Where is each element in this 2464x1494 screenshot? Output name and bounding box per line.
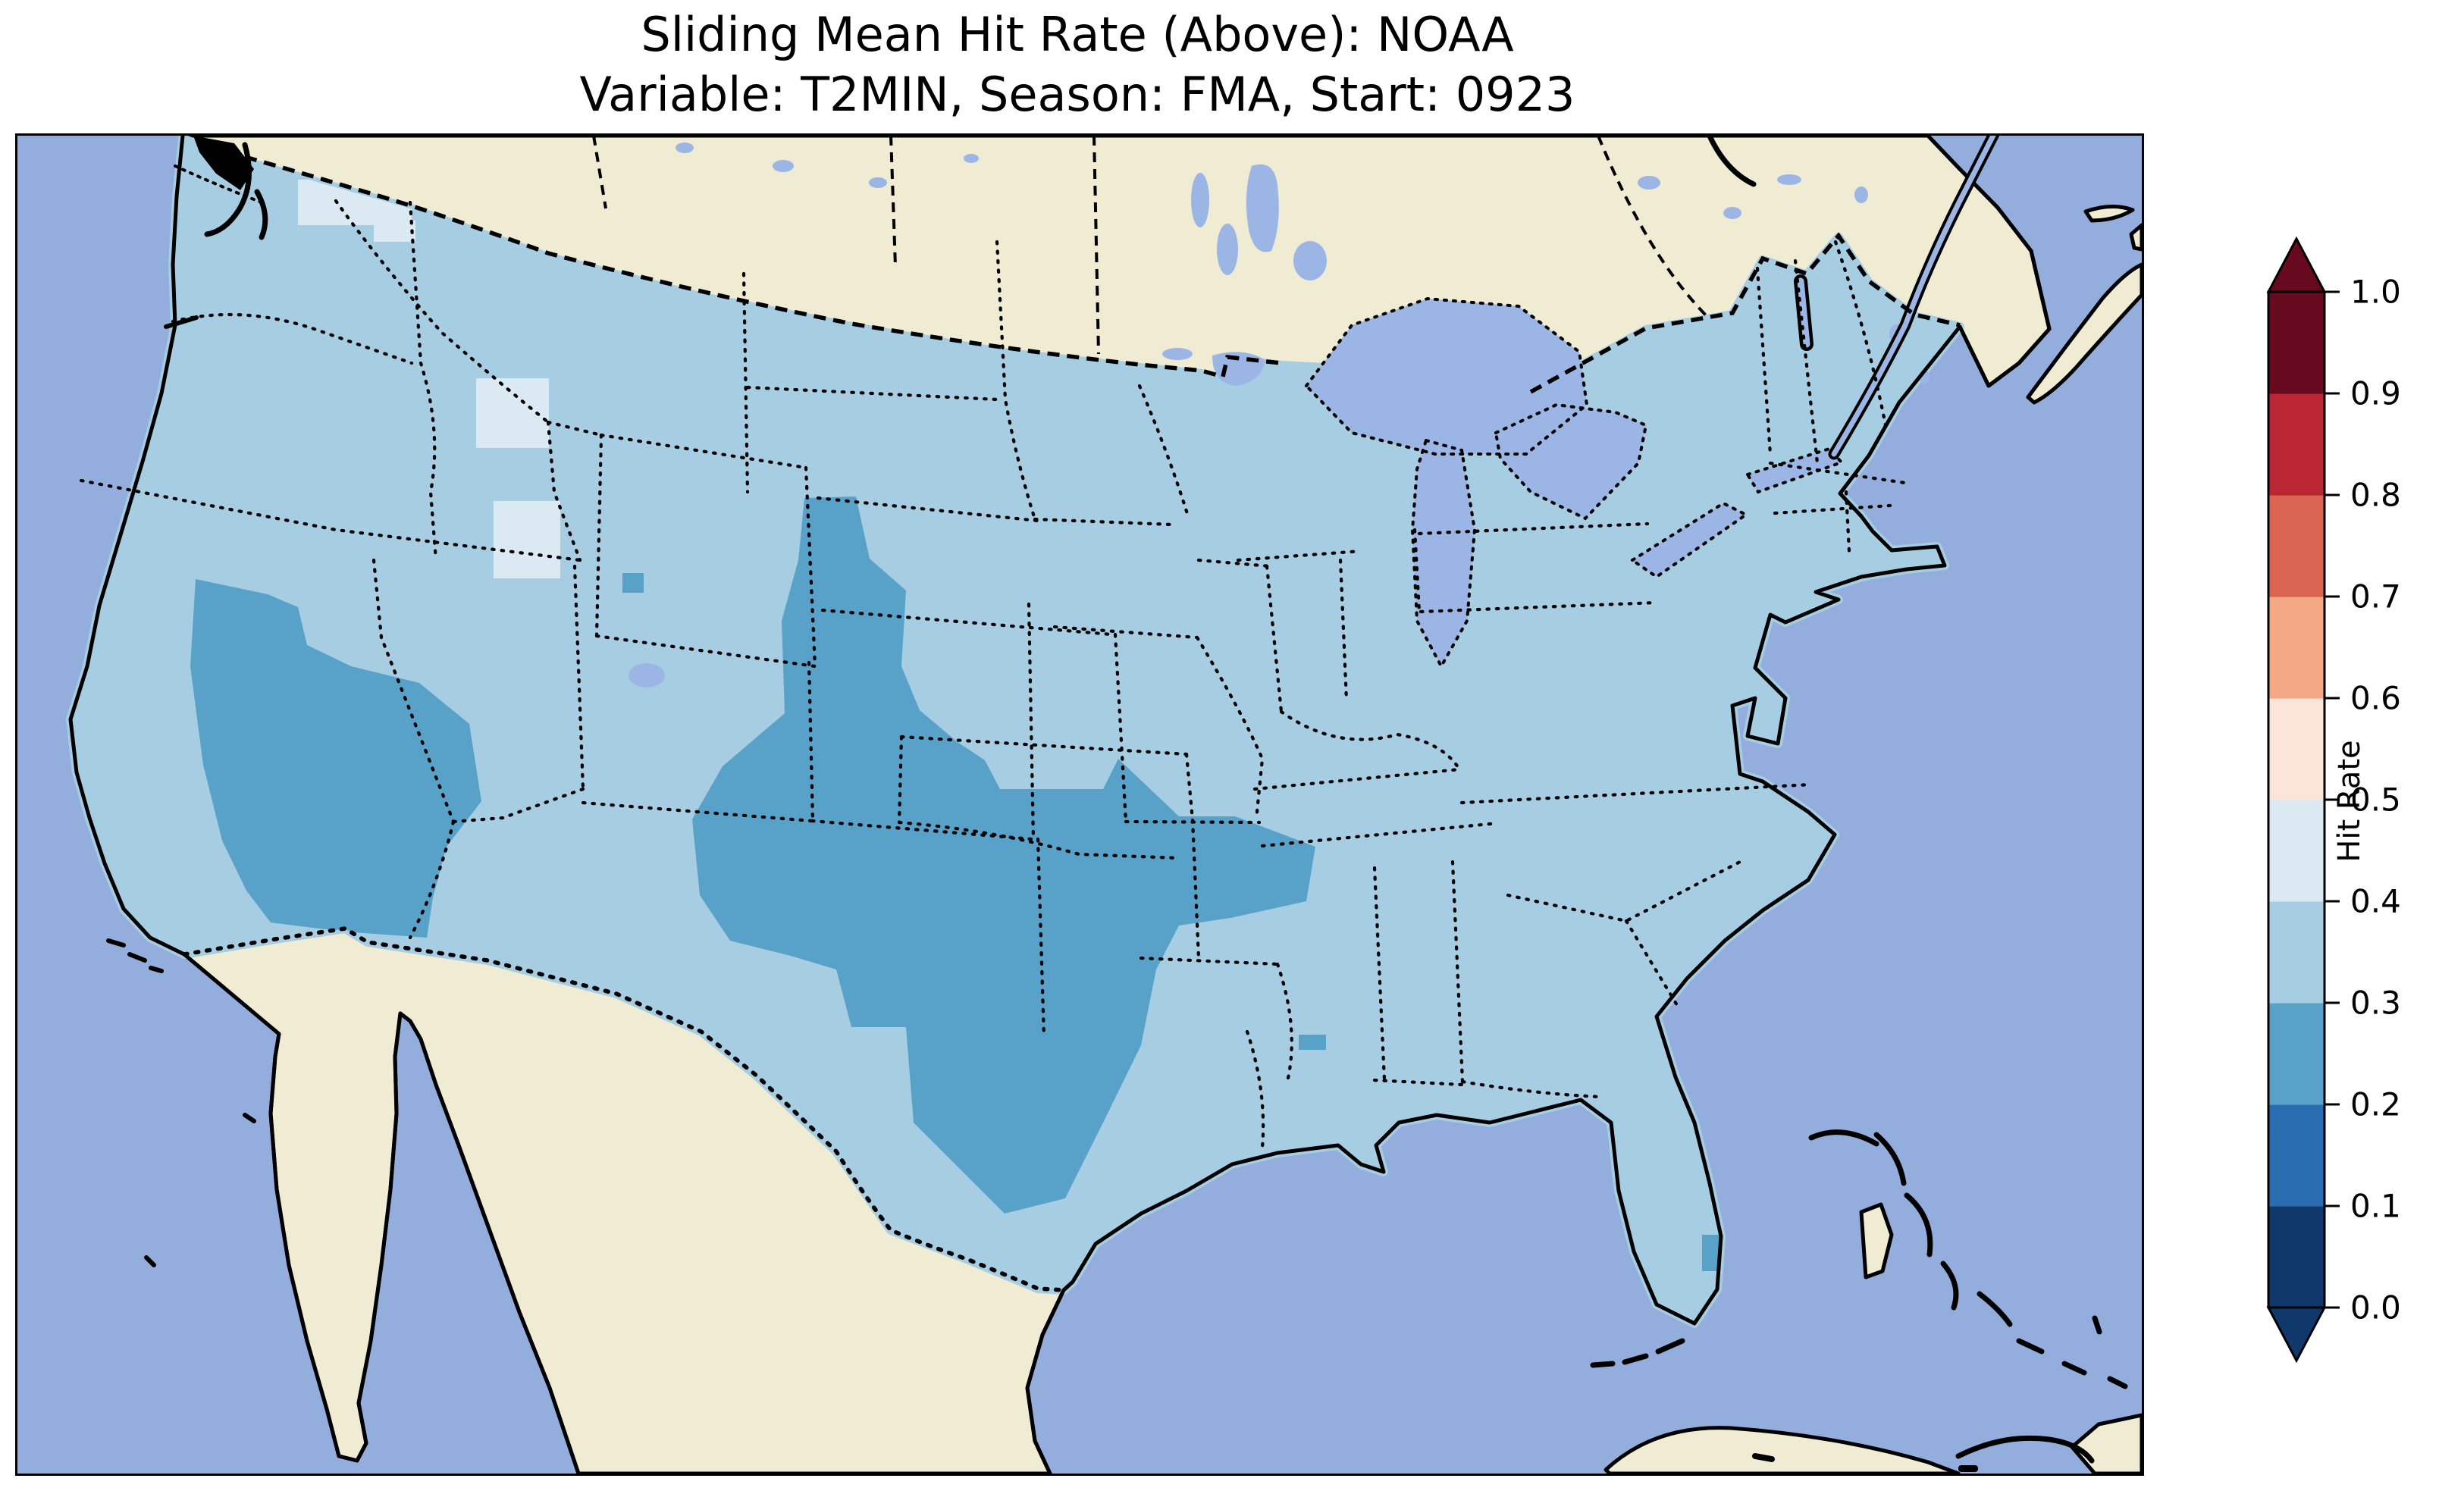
blob-mississippi-cell	[1299, 1035, 1326, 1050]
colorbar-tick-label-0.3: 0.3	[2350, 985, 2401, 1022]
quebec-lake-1	[1638, 176, 1660, 189]
plot-title: Sliding Mean Hit Rate (Above): NOAA Vari…	[15, 5, 2140, 125]
andros-island	[1859, 1202, 1894, 1279]
rainy-lake	[1162, 348, 1193, 360]
cape-breton-island	[2129, 223, 2142, 252]
colorbar-over-arrow	[2266, 236, 2327, 293]
bahamas-eleuthera	[1904, 1192, 1933, 1258]
colorbar-tick-label-0.6: 0.6	[2350, 680, 2401, 717]
lake-manitoba	[1217, 224, 1238, 275]
prince-edward-island	[2083, 204, 2135, 223]
ottawa-river	[1707, 136, 1757, 187]
colorbar-axis-label: Hit Rate	[2332, 740, 2367, 863]
colorbar-svg: 0.0 0.1 0.2 0.3 0.4 0.5 0.6 0.7 0.8 0.9 1.0	[2266, 236, 2401, 1364]
colorbar: 0.0 0.1 0.2 0.3 0.4 0.5 0.6 0.7 0.8 0.9 1.0	[2265, 233, 2464, 1370]
lake-winnipeg	[1246, 164, 1279, 252]
lake-champlain-water	[1797, 277, 1810, 348]
bahamas-grand-bahama	[1808, 1129, 1879, 1147]
state-borders	[79, 199, 1908, 1150]
conus-map	[17, 136, 2142, 1474]
colorbar-bin-0.6-0.7	[2268, 597, 2324, 699]
plot-title-line2: Variable: T2MIN, Season: FMA, Start: 092…	[579, 67, 1575, 123]
map-details	[106, 136, 2128, 1472]
canada-lake-3	[869, 177, 887, 188]
bahamas-abaco	[1873, 1132, 1907, 1186]
cuba-east-spur	[1955, 1435, 2095, 1464]
canada-province-borders	[592, 136, 1711, 355]
colorbar-tick-label-0.5: 0.5	[2350, 781, 2401, 819]
nova-scotia	[2026, 262, 2142, 405]
florida-keys	[1590, 1338, 1685, 1368]
blob-wyoming-cell	[622, 573, 644, 593]
canada-lake-2	[773, 160, 794, 172]
columbia-river-mouth	[164, 315, 199, 329]
cuba	[1603, 1426, 1961, 1474]
pale-montana-idaho-2	[494, 501, 560, 578]
colorbar-bin-0.3-0.4	[2268, 901, 2324, 1004]
colorbar-tick-label-1.0: 1.0	[2350, 274, 2401, 311]
colorbar-tick-label-0.7: 0.7	[2350, 578, 2401, 615]
isle-of-youth	[1752, 1453, 1775, 1462]
jamaica	[1958, 1465, 1978, 1472]
canada-lake-1	[676, 143, 694, 153]
colorbar-bin-0.5-0.6	[2268, 698, 2324, 800]
colorbar-tick-label-0.1: 0.1	[2350, 1188, 2401, 1225]
colorbar-bin-0.1-0.2	[2268, 1104, 2324, 1207]
plot-title-line1: Sliding Mean Hit Rate (Above): NOAA	[641, 7, 1514, 62]
colorbar-bin-0.8-0.9	[2268, 393, 2324, 496]
bahamas-se-cays	[2016, 1315, 2128, 1389]
quebec-lake-4	[1854, 186, 1868, 203]
colorbar-bin-0.4-0.5	[2268, 800, 2324, 902]
colorbar-tick-label-0.8: 0.8	[2350, 477, 2401, 514]
blob-arizona-nevada	[190, 579, 481, 938]
pale-washington-idaho	[374, 221, 415, 242]
quebec-lake-3	[1777, 174, 1801, 185]
puget-sound-inlets	[204, 142, 268, 240]
us-mexico-border	[182, 926, 1066, 1292]
map-canvas	[15, 133, 2144, 1476]
canada-lake-4	[964, 154, 979, 163]
colorbar-bin-0.0-0.1	[2268, 1206, 2324, 1308]
colorbar-bin-0.7-0.8	[2268, 495, 2324, 597]
colorbar-bin-0.9-1.0	[2268, 292, 2324, 394]
baja-islands	[144, 1113, 256, 1267]
blob-central-plains	[692, 496, 1315, 1214]
colorbar-tick-label-0.9: 0.9	[2350, 375, 2401, 412]
colorbar-tick-label-0.4: 0.4	[2350, 883, 2401, 920]
us-canada-border	[244, 155, 1281, 380]
us-canada-border-east	[1529, 232, 1961, 394]
great-salt-lake	[629, 663, 665, 687]
strait-juan-de-fuca	[174, 164, 263, 204]
colorbar-bin-0.2-0.3	[2268, 1003, 2324, 1105]
channel-islands	[106, 938, 164, 973]
colorbar-tick-label-0.0: 0.0	[2350, 1289, 2401, 1326]
national-borders	[182, 136, 1961, 1292]
colorbar-under-arrow	[2266, 1306, 2327, 1364]
colorbar-tick-label-0.2: 0.2	[2350, 1086, 2401, 1123]
lake-winnipegosis	[1191, 173, 1209, 227]
vancouver-island-tip	[193, 136, 254, 190]
bahamas-cat-long	[1940, 1261, 2013, 1327]
st-lawrence-water	[1831, 136, 1996, 457]
lake-nipigon	[1293, 241, 1327, 280]
quebec-lake-2	[1723, 207, 1741, 219]
